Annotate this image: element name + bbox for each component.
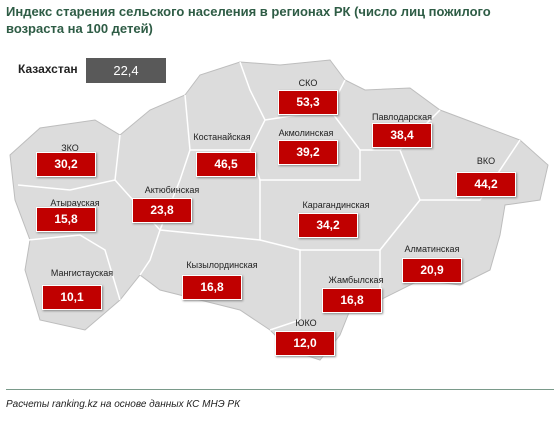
region-value: 23,8 (132, 198, 192, 223)
region-value: 20,9 (402, 258, 462, 283)
region-value: 12,0 (275, 331, 335, 356)
region-value: 39,2 (278, 140, 338, 165)
region-name: Акмолинская (278, 128, 334, 138)
region-value: 16,8 (182, 275, 242, 300)
region-value: 16,8 (322, 288, 382, 313)
region-name: ЗКО (61, 143, 79, 153)
region-value: 30,2 (36, 152, 96, 177)
divider (6, 389, 554, 390)
region-name: Алматинская (404, 244, 460, 254)
region-value: 46,5 (196, 152, 256, 177)
region-value: 53,3 (278, 90, 338, 115)
national-label: Казахстан (18, 62, 78, 76)
region-name: ВКО (476, 156, 496, 166)
region-value: 44,2 (456, 172, 516, 197)
region-borders (17, 61, 521, 331)
title: Индекс старения сельского населения в ре… (6, 4, 491, 36)
region-name: Павлодарская (372, 112, 432, 122)
region-name: Карагандинская (302, 200, 370, 210)
national-value: 22,4 (86, 58, 166, 83)
region-value: 10,1 (42, 285, 102, 310)
region-name: СКО (298, 78, 318, 88)
region-name: Костанайская (193, 132, 251, 142)
source: Расчеты ranking.kz на основе данных КС М… (6, 399, 240, 410)
region-name: Кызылординская (186, 260, 258, 270)
region-name: Жамбылская (328, 275, 384, 285)
region-value: 34,2 (298, 213, 358, 238)
region-name: Актюбинская (144, 185, 200, 195)
region-value: 15,8 (36, 207, 96, 232)
region-name: Мангистауская (50, 268, 114, 278)
region-value: 38,4 (372, 123, 432, 148)
region-name: Атырауская (50, 198, 100, 208)
region-name: ЮКО (295, 318, 317, 328)
